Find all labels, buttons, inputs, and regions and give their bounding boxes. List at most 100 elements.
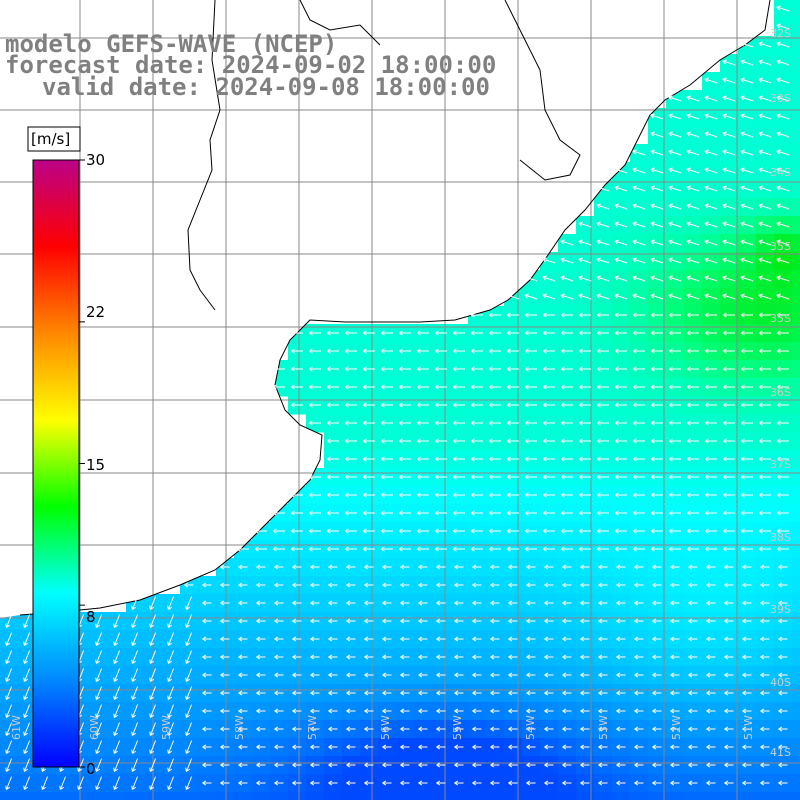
wind-arrow [185,614,193,628]
wind-arrow [524,510,537,516]
wind-arrow [632,528,645,534]
wind-arrow [470,312,483,318]
wind-arrow [632,510,645,516]
wind-arrow [632,275,646,282]
wind-arrow [167,596,175,610]
field-cell [216,792,235,800]
wind-arrow [668,492,681,498]
wind-arrow [542,257,556,264]
wind-arrow [131,596,139,610]
wind-arrow [668,185,682,192]
colorbar-tick-30: 30 [86,151,106,169]
wind-arrow [650,239,664,246]
wind-arrow [668,275,682,282]
wind-arrow [454,726,464,732]
wind-arrow [632,348,645,354]
wind-arrow [362,348,375,354]
wind-arrow [380,402,393,408]
wind-arrow [346,708,356,714]
wind-arrow [704,203,718,210]
wind-arrow [508,636,518,642]
wind-arrow [542,330,555,336]
wind-arrow [686,456,699,462]
wind-arrow [526,618,536,624]
wind-arrow [418,654,428,660]
field-cell [360,792,379,800]
wind-arrow [238,690,248,696]
wind-arrow [562,708,572,714]
wind-arrow [778,600,788,606]
wind-arrow [650,330,663,336]
field-cell [774,792,793,800]
field-cell [792,288,800,307]
wind-arrow [740,203,754,210]
wind-arrow [382,564,392,570]
wind-arrow [616,780,626,786]
wind-arrow [185,632,193,646]
wind-arrow [544,600,554,606]
wind-arrow [688,690,698,696]
wind-arrow [380,510,393,516]
wind-arrow [614,312,627,318]
wind-arrow [670,672,680,678]
wind-arrow [382,744,392,750]
wind-arrow [416,456,429,462]
land-mask [0,0,770,618]
wind-arrow [776,528,789,534]
wind-arrow [704,95,718,102]
wind-arrow [632,239,646,246]
wind-arrow [77,776,85,790]
wind-arrow [724,582,734,588]
wind-arrow [650,293,664,300]
wind-arrow [524,312,537,318]
wind-arrow [292,636,302,642]
wind-arrow [364,780,374,786]
wind-arrow [364,672,374,678]
wind-arrow [308,474,321,480]
wind-arrow [760,618,770,624]
wind-arrow [776,546,789,552]
wind-arrow [562,564,572,570]
wind-arrow [418,618,428,624]
wind-arrow [652,708,662,714]
wind-arrow [688,636,698,642]
field-cell [792,792,800,800]
wind-arrow [704,239,718,246]
lon-label-58w: 58W [233,715,246,740]
wind-arrow [524,546,537,552]
field-cell [666,792,685,800]
wind-arrow [578,546,591,552]
wind-arrow [562,654,572,660]
wind-arrow [382,762,392,768]
wind-arrow [542,492,555,498]
wind-arrow [292,654,302,660]
field-cell [342,792,361,800]
wind-arrow [688,744,698,750]
wind-arrow [560,510,573,516]
wind-arrow [560,312,573,318]
wind-arrow [380,348,393,354]
wind-arrow [706,618,716,624]
title-forecast-date: forecast date: 2024-09-02 18:00:00 [5,51,497,79]
wind-arrow [632,456,645,462]
wind-arrow [346,762,356,768]
wind-arrow [722,312,735,318]
wind-arrow [632,203,646,210]
wind-arrow [724,636,734,642]
wind-arrow [490,618,500,624]
wind-arrow [382,582,392,588]
wind-arrow [686,257,700,264]
wind-arrow [454,618,464,624]
wind-arrow [470,330,483,336]
wind-arrow [704,474,717,480]
wind-arrow [596,293,610,300]
wind-arrow [686,492,699,498]
wind-arrow [614,239,628,246]
wind-arrow [364,582,374,588]
wind-arrow [650,275,664,282]
wind-arrow [416,528,429,534]
wind-arrow [686,167,700,174]
land-polygon [0,0,770,618]
wind-arrow [167,686,175,700]
wind-arrow [776,149,790,156]
